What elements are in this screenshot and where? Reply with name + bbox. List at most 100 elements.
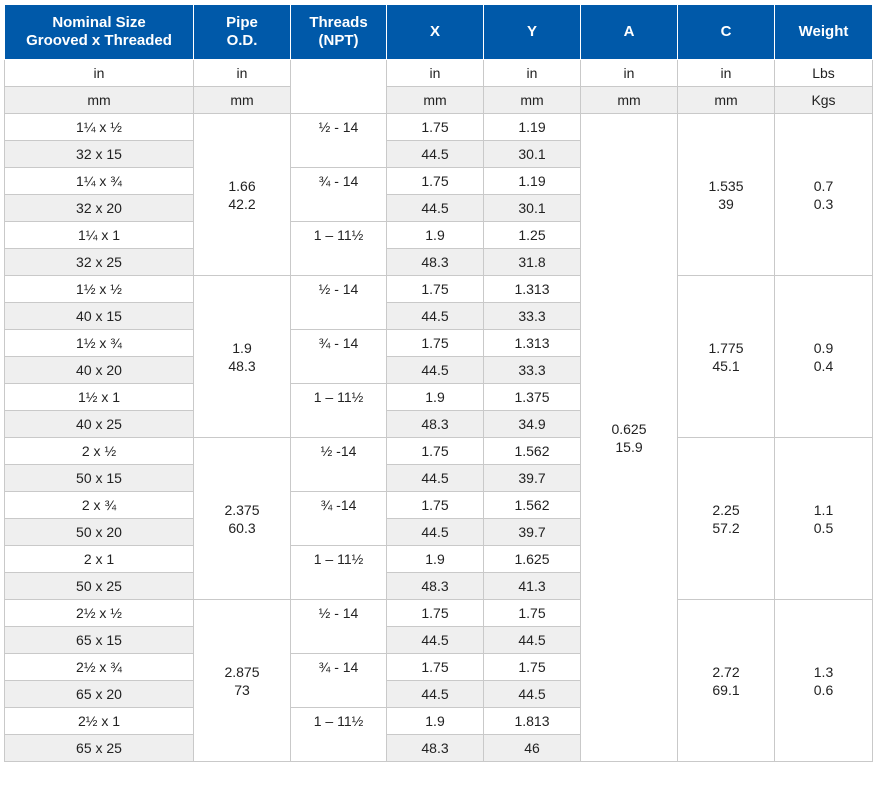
y-in-cell: 1.75 xyxy=(483,653,581,681)
col-header-weight: Weight xyxy=(774,4,873,60)
table-row: 50 x 25 48.3 41.3 xyxy=(4,572,873,600)
c-dimension-cell: 2.25 57.2 xyxy=(677,437,775,600)
x-in-cell: 1.75 xyxy=(386,599,484,627)
pipe-od-cell: 1.66 42.2 xyxy=(193,113,291,276)
unit-cell: mm xyxy=(4,86,194,114)
x-mm-cell: 44.5 xyxy=(386,626,484,654)
x-in-cell: 1.9 xyxy=(386,383,484,411)
y-in-cell: 1.25 xyxy=(483,221,581,249)
pipe-od-mm: 60.3 xyxy=(228,519,256,536)
y-in-cell: 1.813 xyxy=(483,707,581,735)
y-mm-cell: 30.1 xyxy=(483,140,581,168)
size-in-cell: 1½ x ½ xyxy=(4,275,194,303)
table-body: in in in in in in Lbs mm mm mm mm mm mm … xyxy=(4,59,873,762)
threads-cell: ¾ - 14 xyxy=(290,329,387,384)
y-in-cell: 1.562 xyxy=(483,491,581,519)
pipe-od-cell: 2.375 60.3 xyxy=(193,437,291,600)
threads-cell: 1 – 11½ xyxy=(290,545,387,600)
size-mm-cell: 65 x 15 xyxy=(4,626,194,654)
c-dimension-cell: 1.775 45.1 xyxy=(677,275,775,438)
c-mm: 45.1 xyxy=(712,357,740,374)
threads-sublabel: (NPT) xyxy=(318,32,359,49)
y-in-cell: 1.313 xyxy=(483,275,581,303)
table-row: 2 x ½ 2.375 60.3 ½ -14 1.75 1.562 2.25 57.2 1.1 0… xyxy=(4,437,873,600)
units-row-imperial: in in in in in in Lbs xyxy=(4,59,873,114)
x-mm-cell: 48.3 xyxy=(386,572,484,600)
unit-cell: mm xyxy=(580,86,678,114)
unit-cell: in xyxy=(193,59,291,87)
unit-cell: Kgs xyxy=(774,86,873,114)
size-in-cell: 2½ x ½ xyxy=(4,599,194,627)
size-in-cell: 1½ x 1 xyxy=(4,383,194,411)
table-row: 40 x 25 48.3 34.9 xyxy=(4,410,873,438)
pipe-od-in: 1.66 xyxy=(228,177,256,194)
x-in-cell: 1.9 xyxy=(386,545,484,573)
pipe-od-mm: 48.3 xyxy=(228,357,256,374)
threads-cell: ½ - 14 xyxy=(290,599,387,654)
y-mm-cell: 44.5 xyxy=(483,626,581,654)
pipe-od-mm: 42.2 xyxy=(228,195,256,212)
size-mm-cell: 65 x 20 xyxy=(4,680,194,708)
y-mm-cell: 46 xyxy=(483,734,581,762)
size-in-cell: 1¼ x ¾ xyxy=(4,167,194,195)
table-row: 65 x 25 48.3 46 xyxy=(4,734,873,762)
x-mm-cell: 48.3 xyxy=(386,248,484,276)
table-row: 1½ x ¾ ¾ - 14 1.75 1.313 xyxy=(4,329,873,384)
y-mm-cell: 39.7 xyxy=(483,464,581,492)
table-header: Nominal Size Grooved x Threaded Pipe O.D… xyxy=(4,4,873,60)
size-in-cell: 2½ x 1 xyxy=(4,707,194,735)
threads-cell: 1 – 11½ xyxy=(290,383,387,438)
size-mm-cell: 40 x 25 xyxy=(4,410,194,438)
pipe-od-in: 2.375 xyxy=(224,501,260,518)
x-mm-cell: 44.5 xyxy=(386,356,484,384)
x-mm-cell: 44.5 xyxy=(386,140,484,168)
y-in-cell: 1.19 xyxy=(483,167,581,195)
unit-cell: in xyxy=(483,59,581,87)
table-row: 40 x 15 44.5 33.3 xyxy=(4,302,873,330)
y-in-cell: 1.75 xyxy=(483,599,581,627)
nominal-size-sublabel: Grooved x Threaded xyxy=(26,32,172,49)
x-mm-cell: 44.5 xyxy=(386,194,484,222)
c-in: 1.775 xyxy=(708,339,744,356)
threads-cell: ½ - 14 xyxy=(290,275,387,330)
x-mm-cell: 44.5 xyxy=(386,464,484,492)
col-header-pipe-od: Pipe O.D. xyxy=(193,4,291,60)
size-in-cell: 2 x 1 xyxy=(4,545,194,573)
weight-kgs: 0.5 xyxy=(813,519,834,536)
y-in-cell: 1.19 xyxy=(483,113,581,141)
threads-cell: 1 – 11½ xyxy=(290,707,387,762)
table-row: 1¼ x ½ 1.66 42.2 ½ - 14 1.75 1.19 0.625 15.9 1.5… xyxy=(4,113,873,762)
weight-kgs: 0.6 xyxy=(813,681,834,698)
pipe-label: Pipe xyxy=(226,14,258,31)
x-in-cell: 1.75 xyxy=(386,275,484,303)
size-mm-cell: 40 x 15 xyxy=(4,302,194,330)
weight-lbs: 1.3 xyxy=(813,663,834,680)
weight-kgs: 0.4 xyxy=(813,357,834,374)
size-mm-cell: 50 x 20 xyxy=(4,518,194,546)
y-mm-cell: 41.3 xyxy=(483,572,581,600)
x-in-cell: 1.75 xyxy=(386,653,484,681)
pipe-od-in: 1.9 xyxy=(232,339,252,356)
weight-kgs: 0.3 xyxy=(813,195,834,212)
size-mm-cell: 32 x 20 xyxy=(4,194,194,222)
x-in-cell: 1.75 xyxy=(386,491,484,519)
y-mm-cell: 30.1 xyxy=(483,194,581,222)
size-in-cell: 1½ x ¾ xyxy=(4,329,194,357)
x-mm-cell: 48.3 xyxy=(386,410,484,438)
pipe-od-mm: 73 xyxy=(234,681,250,698)
y-mm-cell: 31.8 xyxy=(483,248,581,276)
unit-cell: Lbs xyxy=(774,59,873,87)
y-mm-cell: 44.5 xyxy=(483,680,581,708)
unit-cell: in xyxy=(580,59,678,87)
threads-cell: ¾ - 14 xyxy=(290,167,387,222)
threads-cell: ½ -14 xyxy=(290,437,387,492)
threads-cell: ¾ - 14 xyxy=(290,653,387,708)
col-header-y: Y xyxy=(483,4,581,60)
c-mm: 57.2 xyxy=(712,519,740,536)
weight-lbs: 1.1 xyxy=(813,501,834,518)
unit-cell-threads-empty xyxy=(290,59,387,114)
y-in-cell: 1.375 xyxy=(483,383,581,411)
c-in: 2.72 xyxy=(712,663,740,680)
unit-cell: mm xyxy=(386,86,484,114)
